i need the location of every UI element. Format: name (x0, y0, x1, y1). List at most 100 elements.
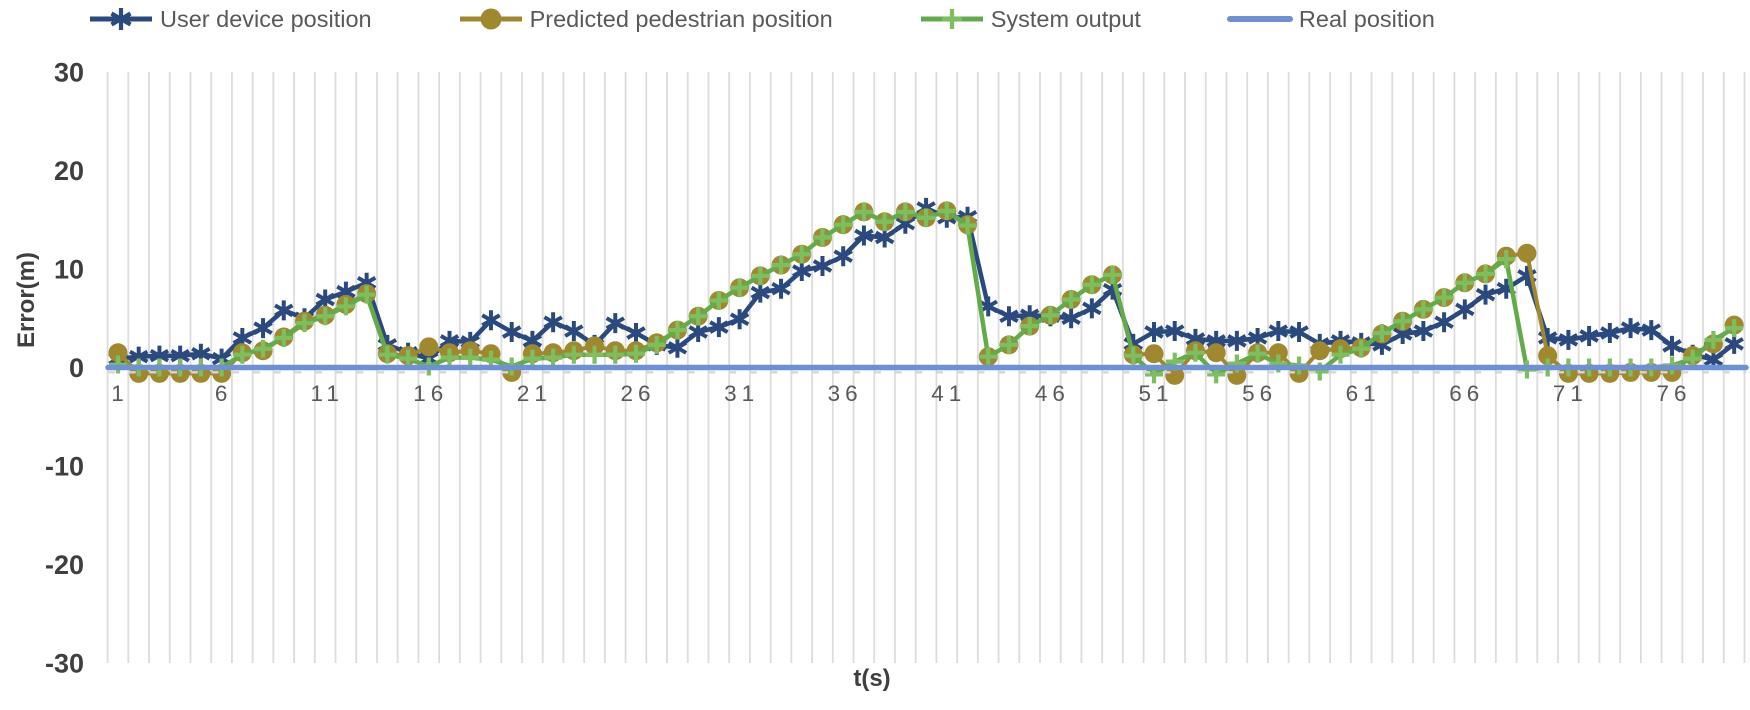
circle-marker-icon (459, 8, 522, 30)
data-point (813, 228, 832, 247)
data-point (771, 278, 791, 299)
data-point (709, 291, 728, 310)
data-point (751, 266, 770, 285)
data-point (1641, 320, 1661, 341)
data-point (792, 245, 811, 264)
data-point (1704, 330, 1723, 349)
y-tick-label: -10 (45, 452, 84, 482)
data-point (1683, 349, 1702, 368)
data-point (1517, 243, 1537, 263)
data-point (812, 256, 833, 277)
data-point (378, 345, 397, 364)
data-point (108, 343, 128, 363)
x-tick-label: 6 (215, 381, 233, 406)
data-point (605, 313, 625, 334)
data-point (709, 317, 729, 338)
data-point (1352, 339, 1371, 358)
y-tick-label: 10 (54, 255, 84, 285)
x-tick-label: 76 (1656, 381, 1691, 406)
x-axis-tick-labels: 1 6 11 16 21 26 31 36 41 46 51 56 61 66 71 76 (111, 381, 1691, 406)
data-point (481, 310, 501, 331)
data-point (233, 345, 252, 364)
data-point (544, 348, 563, 367)
data-point (399, 349, 418, 368)
legend-label: System output (990, 5, 1141, 32)
data-point (564, 345, 583, 364)
y-tick-label: 0 (69, 353, 84, 383)
data-point (1248, 344, 1267, 363)
data-point (1435, 288, 1454, 307)
data-point (937, 201, 956, 220)
data-point (627, 344, 645, 363)
data-point (109, 355, 127, 374)
data-point (854, 202, 873, 221)
data-point (1372, 324, 1391, 343)
legend-item-predicted-pedestrian-position: Predicted pedestrian position (458, 6, 833, 33)
data-point (501, 322, 522, 343)
data-point (295, 314, 314, 333)
x-tick-label: 11 (311, 381, 344, 406)
data-point (1724, 333, 1744, 354)
data-point (1268, 343, 1288, 363)
x-tick-label: 16 (413, 381, 448, 406)
data-point (253, 318, 273, 339)
data-point (729, 309, 750, 330)
data-point (1062, 290, 1081, 309)
data-point (1310, 341, 1330, 361)
line-marker-icon (1226, 16, 1293, 22)
data-point (896, 202, 915, 221)
data-point (1476, 264, 1495, 283)
y-tick-label: 30 (54, 58, 84, 88)
data-point (1082, 298, 1102, 319)
y-tick-label: 20 (54, 156, 84, 186)
data-point (958, 216, 977, 235)
data-point (1413, 321, 1434, 342)
data-point (1020, 317, 1039, 336)
plus-marker-icon (920, 9, 983, 29)
x-tick-label: 46 (1035, 381, 1070, 406)
data-point (1061, 308, 1081, 329)
data-point (979, 347, 998, 366)
data-point (1206, 343, 1226, 363)
legend-item-real-position: Real position (1226, 5, 1435, 33)
data-point (419, 337, 439, 357)
x-tick-label: 71 (1553, 381, 1588, 406)
legend-label: Predicted pedestrian position (529, 5, 833, 32)
data-point (1538, 346, 1558, 366)
data-point (316, 307, 335, 326)
data-point (917, 208, 936, 227)
data-point (1331, 345, 1350, 364)
data-point (1268, 321, 1289, 342)
x-tick-label: 66 (1449, 381, 1484, 406)
data-point (999, 306, 1019, 327)
data-point (585, 345, 604, 364)
data-point (834, 215, 853, 234)
data-point (461, 348, 480, 367)
data-point (668, 321, 687, 340)
data-point (730, 278, 749, 297)
data-point (626, 323, 646, 344)
data-point (1558, 329, 1579, 350)
x-tick-label: 1 (111, 381, 129, 406)
data-point (1455, 299, 1475, 320)
data-point (274, 300, 294, 321)
data-point (1455, 273, 1474, 292)
x-tick-label: 56 (1242, 381, 1277, 406)
data-point (999, 335, 1018, 354)
data-point (1662, 335, 1682, 356)
data-point (854, 225, 874, 246)
data-point (336, 297, 355, 316)
x-tick-label: 61 (1346, 381, 1381, 406)
data-point (1165, 365, 1185, 385)
data-point (667, 337, 688, 358)
data-point (543, 312, 563, 333)
data-point (875, 212, 894, 231)
data-point (689, 307, 708, 326)
data-point (647, 335, 666, 354)
data-point (1579, 325, 1599, 346)
y-tick-label: -30 (45, 649, 84, 679)
data-point (1289, 322, 1309, 343)
data-point (1434, 312, 1454, 333)
legend-label: Real position (1298, 5, 1435, 32)
